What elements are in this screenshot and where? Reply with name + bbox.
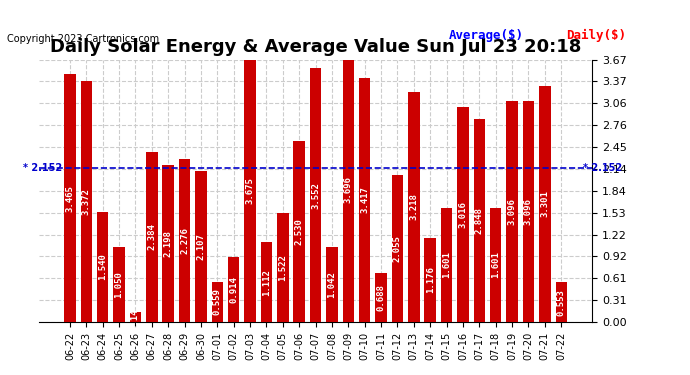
Text: Daily($): Daily($) xyxy=(566,29,626,42)
Text: 1.042: 1.042 xyxy=(328,271,337,298)
Text: 1.601: 1.601 xyxy=(491,251,500,278)
Text: 0.914: 0.914 xyxy=(229,276,238,303)
Bar xyxy=(359,78,371,322)
Text: 2.198: 2.198 xyxy=(164,230,172,257)
Text: 0.553: 0.553 xyxy=(557,289,566,316)
Bar xyxy=(523,101,534,322)
Text: 3.552: 3.552 xyxy=(311,182,320,209)
Bar xyxy=(195,171,207,322)
Text: 3.696: 3.696 xyxy=(344,177,353,203)
Text: 1.540: 1.540 xyxy=(98,254,107,280)
Text: 1.112: 1.112 xyxy=(262,269,271,296)
Text: 0.143: 0.143 xyxy=(131,303,140,330)
Text: 3.465: 3.465 xyxy=(66,185,75,211)
Bar xyxy=(64,75,76,322)
Bar xyxy=(81,81,92,322)
Text: 2.530: 2.530 xyxy=(295,218,304,245)
Text: 3.675: 3.675 xyxy=(246,177,255,204)
Bar xyxy=(130,312,141,322)
Text: 3.301: 3.301 xyxy=(540,190,549,217)
Bar xyxy=(277,213,288,322)
Bar xyxy=(97,212,108,322)
Bar xyxy=(162,165,174,322)
Bar xyxy=(310,68,322,322)
Text: Copyright 2023 Cartronics.com: Copyright 2023 Cartronics.com xyxy=(7,34,159,44)
Bar xyxy=(506,101,518,322)
Bar xyxy=(293,141,305,322)
Text: 2.384: 2.384 xyxy=(148,224,157,250)
Bar xyxy=(343,58,354,322)
Text: * 2.152: * 2.152 xyxy=(582,163,622,173)
Bar xyxy=(490,208,502,322)
Bar xyxy=(244,60,256,322)
Text: 2.107: 2.107 xyxy=(197,233,206,260)
Text: 2.055: 2.055 xyxy=(393,235,402,262)
Bar xyxy=(113,247,125,322)
Text: 1.176: 1.176 xyxy=(426,267,435,293)
Text: 3.016: 3.016 xyxy=(458,201,468,228)
Text: 2.276: 2.276 xyxy=(180,227,189,254)
Bar xyxy=(473,118,485,322)
Text: 3.218: 3.218 xyxy=(409,194,418,220)
Bar xyxy=(326,248,337,322)
Bar xyxy=(375,273,387,322)
Text: 3.096: 3.096 xyxy=(508,198,517,225)
Text: 1.522: 1.522 xyxy=(278,254,287,281)
Bar xyxy=(146,152,157,322)
Bar xyxy=(392,175,403,322)
Text: 1.601: 1.601 xyxy=(442,251,451,278)
Bar xyxy=(228,256,239,322)
Text: 2.848: 2.848 xyxy=(475,207,484,234)
Bar xyxy=(555,282,567,322)
Title: Daily Solar Energy & Average Value Sun Jul 23 20:18: Daily Solar Energy & Average Value Sun J… xyxy=(50,38,581,56)
Bar xyxy=(424,238,436,322)
Text: 0.559: 0.559 xyxy=(213,288,222,315)
Text: Average($): Average($) xyxy=(448,29,524,42)
Bar xyxy=(441,208,453,322)
Bar xyxy=(179,159,190,322)
Text: 0.688: 0.688 xyxy=(377,284,386,311)
Text: 3.372: 3.372 xyxy=(82,188,91,215)
Text: 1.050: 1.050 xyxy=(115,271,124,298)
Bar xyxy=(457,106,469,322)
Bar xyxy=(539,86,551,322)
Text: 3.096: 3.096 xyxy=(524,198,533,225)
Bar xyxy=(408,92,420,322)
Text: * 2.152: * 2.152 xyxy=(23,163,62,173)
Text: 3.417: 3.417 xyxy=(360,186,369,213)
Bar xyxy=(212,282,223,322)
Bar xyxy=(261,243,272,322)
